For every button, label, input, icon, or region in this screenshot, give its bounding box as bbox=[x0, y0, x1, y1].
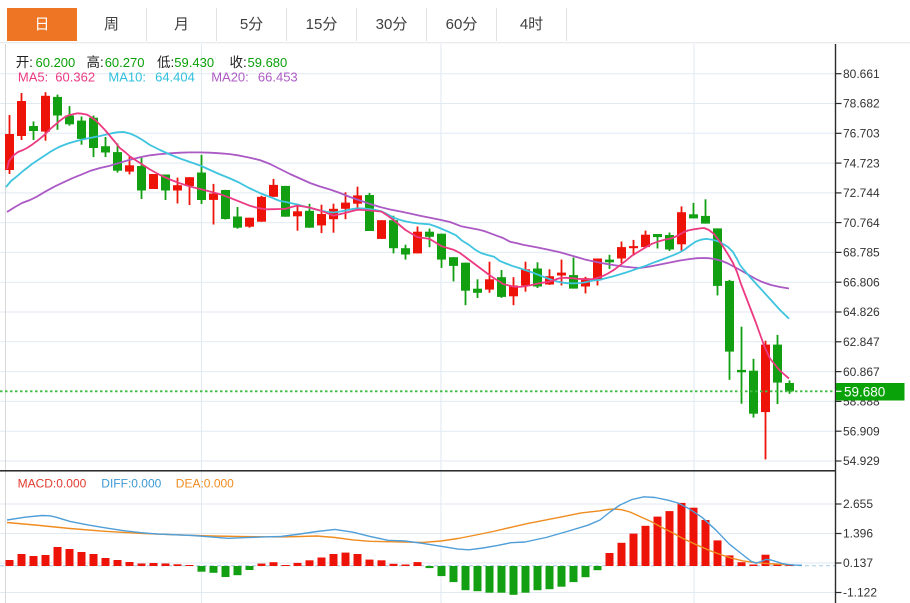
svg-text:66.806: 66.806 bbox=[843, 275, 880, 289]
svg-text:62.847: 62.847 bbox=[843, 335, 880, 349]
svg-text:MA20:: MA20: bbox=[211, 69, 249, 84]
svg-text:60.362: 60.362 bbox=[55, 69, 95, 84]
svg-text:60.270: 60.270 bbox=[105, 55, 145, 70]
svg-text:MA10:: MA10: bbox=[108, 69, 146, 84]
svg-text:0.137: 0.137 bbox=[843, 556, 873, 570]
svg-text:70.764: 70.764 bbox=[843, 216, 880, 230]
svg-text:78.682: 78.682 bbox=[843, 97, 880, 111]
svg-text:1.396: 1.396 bbox=[843, 527, 873, 541]
svg-text:2.655: 2.655 bbox=[843, 497, 873, 511]
svg-text:开:: 开: bbox=[16, 55, 33, 70]
svg-text:60.200: 60.200 bbox=[36, 55, 76, 70]
svg-text:收:: 收: bbox=[230, 55, 247, 70]
svg-text:56.909: 56.909 bbox=[843, 424, 880, 438]
svg-text:60.867: 60.867 bbox=[843, 365, 880, 379]
svg-text:76.703: 76.703 bbox=[843, 127, 880, 141]
svg-text:59.680: 59.680 bbox=[844, 385, 885, 400]
svg-text:64.404: 64.404 bbox=[155, 69, 195, 84]
svg-text:80.661: 80.661 bbox=[843, 67, 880, 81]
svg-text:66.453: 66.453 bbox=[258, 69, 298, 84]
svg-text:低:: 低: bbox=[157, 55, 174, 70]
svg-text:59.430: 59.430 bbox=[174, 55, 214, 70]
svg-text:MACD:0.000: MACD:0.000 bbox=[18, 477, 87, 491]
svg-text:68.785: 68.785 bbox=[843, 246, 880, 260]
svg-text:DIFF:0.000: DIFF:0.000 bbox=[101, 477, 161, 491]
svg-text:DEA:0.000: DEA:0.000 bbox=[176, 477, 234, 491]
svg-text:-1.122: -1.122 bbox=[843, 586, 877, 600]
svg-text:MA5:: MA5: bbox=[18, 69, 48, 84]
svg-text:64.826: 64.826 bbox=[843, 305, 880, 319]
svg-text:74.723: 74.723 bbox=[843, 156, 880, 170]
svg-text:59.680: 59.680 bbox=[248, 55, 288, 70]
svg-text:54.929: 54.929 bbox=[843, 454, 880, 468]
svg-text:72.744: 72.744 bbox=[843, 186, 880, 200]
svg-text:高:: 高: bbox=[87, 54, 104, 70]
